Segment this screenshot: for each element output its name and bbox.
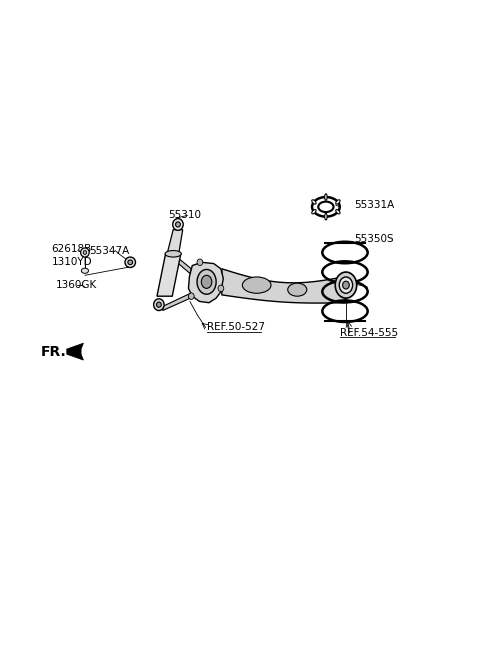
Text: 62618B: 62618B [51,244,92,254]
Ellipse shape [336,200,340,204]
Polygon shape [222,269,345,303]
Ellipse shape [176,222,180,227]
Text: 55331A: 55331A [355,200,395,210]
Text: 1360GK: 1360GK [56,280,97,290]
Ellipse shape [339,277,353,293]
Ellipse shape [128,260,132,265]
Ellipse shape [81,248,89,257]
Text: REF.54-555: REF.54-555 [340,328,398,338]
Ellipse shape [242,277,271,293]
Ellipse shape [201,275,212,288]
Ellipse shape [197,269,216,294]
Text: 55347A: 55347A [90,246,130,255]
Ellipse shape [335,272,357,298]
Ellipse shape [288,283,307,296]
Text: 55350S: 55350S [355,234,394,244]
Ellipse shape [189,293,194,299]
Ellipse shape [173,219,183,231]
Text: REF.50-527: REF.50-527 [206,322,264,333]
Ellipse shape [336,210,340,214]
Ellipse shape [343,281,349,289]
Polygon shape [168,230,183,252]
Ellipse shape [165,251,181,257]
Ellipse shape [154,299,164,310]
Ellipse shape [125,257,135,267]
Text: 1310YD: 1310YD [51,257,92,267]
Ellipse shape [197,259,203,265]
Text: 55310: 55310 [168,210,202,220]
Ellipse shape [83,251,86,254]
Polygon shape [163,293,190,310]
Ellipse shape [156,302,161,307]
Polygon shape [67,343,84,360]
Polygon shape [171,253,192,273]
Text: FR.: FR. [40,345,66,360]
Ellipse shape [312,200,316,204]
Ellipse shape [324,214,327,220]
Polygon shape [189,262,223,303]
Ellipse shape [218,285,224,291]
Ellipse shape [324,194,327,200]
Ellipse shape [81,268,88,273]
Ellipse shape [312,210,316,214]
Polygon shape [157,253,181,296]
